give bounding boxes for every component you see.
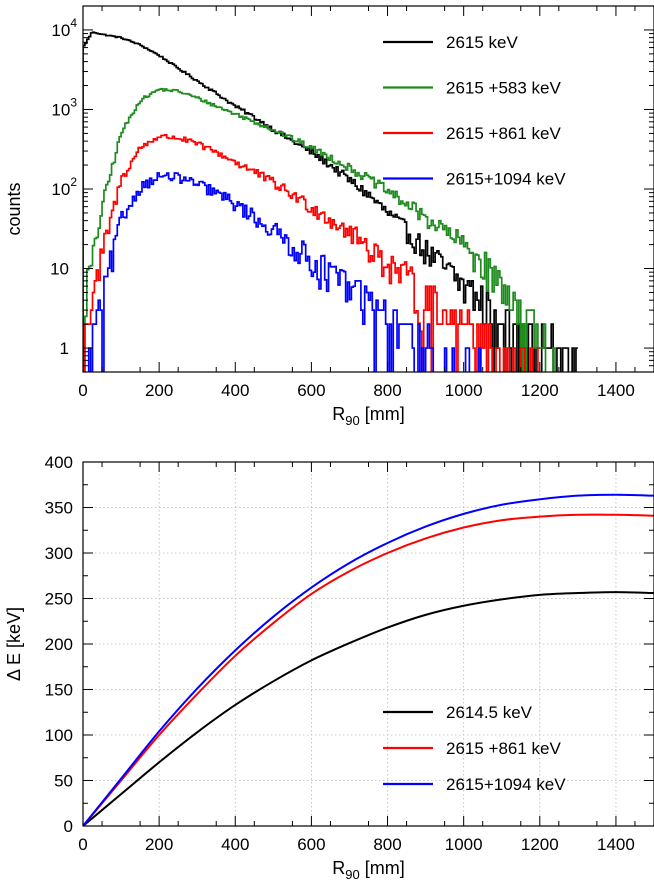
- x-tick-label: 400: [221, 835, 249, 854]
- series-line-3: [84, 134, 540, 372]
- x-tick-label: 200: [145, 381, 173, 400]
- legend: 2614.5 keV 2615 +861 keV 2615+1094 keV: [383, 703, 566, 794]
- y-tick-label: 400: [45, 453, 73, 472]
- x-axis: 0 200 400 600 800 1000 1200 1400: [78, 462, 636, 854]
- x-axis-title-unit: [mm]: [360, 858, 405, 878]
- legend-label-1: 2615 keV: [446, 33, 518, 52]
- y-tick-label: 250: [45, 590, 73, 609]
- x-axis-title: R90 [mm]: [332, 858, 404, 880]
- legend-label-1: 2614.5 keV: [446, 703, 533, 722]
- x-tick-label: 800: [373, 835, 401, 854]
- y-axis: 0 50 100 150 200 250 300 350 400: [45, 453, 654, 836]
- y-tick-label: 0: [64, 817, 73, 836]
- legend-label-3: 2615 +861 keV: [446, 124, 562, 143]
- y-tick-exponent: 2: [70, 175, 77, 189]
- y-tick-exponent: 4: [70, 16, 77, 30]
- y-axis-title: Δ E [keV]: [4, 607, 24, 681]
- series-line-1: [83, 591, 654, 826]
- x-axis-title-main: R: [332, 404, 345, 424]
- series-line-3: [83, 493, 654, 826]
- x-axis: 0 200 400 600 800 1000 1200 1400: [78, 6, 636, 400]
- x-tick-label: 400: [221, 381, 249, 400]
- x-tick-label: 1000: [445, 381, 483, 400]
- legend-label-3: 2615+1094 keV: [446, 775, 566, 794]
- y-tick-label: 103: [51, 95, 77, 119]
- y-tick-exponent: 3: [70, 95, 77, 109]
- grid: [83, 461, 654, 826]
- x-tick-label: 0: [78, 381, 87, 400]
- legend-label-4: 2615+1094 keV: [446, 170, 566, 189]
- x-tick-label: 1200: [521, 381, 559, 400]
- y-tick-label: 150: [45, 681, 73, 700]
- series-line-4: [87, 172, 482, 372]
- y-tick-label: 100: [45, 726, 73, 745]
- series-line-2: [84, 87, 556, 372]
- x-tick-label: 1400: [597, 835, 635, 854]
- y-tick-label: 200: [45, 635, 73, 654]
- x-axis-title-subscript: 90: [345, 413, 359, 428]
- energy-loss-chart: 0 200 400 600 800 1000 1200 1400 0 50 100 150 200 250…: [4, 453, 654, 882]
- x-axis-title-unit: [mm]: [360, 404, 405, 424]
- y-tick-label: 50: [54, 772, 73, 791]
- x-tick-label: 800: [373, 381, 401, 400]
- y-tick-label: 104: [51, 16, 77, 40]
- y-tick-base: 10: [51, 100, 70, 119]
- x-tick-label: 1400: [597, 381, 635, 400]
- y-axis-title: counts: [4, 182, 24, 235]
- y-tick-label: 300: [45, 544, 73, 563]
- x-tick-label: 1200: [521, 835, 559, 854]
- legend: 2615 keV 2615 +583 keV 2615 +861 keV 2615+1…: [383, 33, 566, 189]
- legend-label-2: 2615 +583 keV: [446, 79, 562, 98]
- x-tick-label: 600: [297, 835, 325, 854]
- y-tick-base: 10: [51, 180, 70, 199]
- x-tick-label: 1000: [445, 835, 483, 854]
- series-line-2: [83, 513, 654, 826]
- x-tick-label: 600: [297, 381, 325, 400]
- y-tick-label: 10: [50, 260, 69, 279]
- counts-histogram-chart: 0 200 400 600 800 1000 1200 1400110102103104R90…: [4, 5, 654, 428]
- x-tick-label: 200: [145, 835, 173, 854]
- x-axis-title: R90 [mm]: [332, 404, 404, 428]
- y-tick-base: 10: [51, 21, 70, 40]
- y-tick-label: 350: [45, 499, 73, 518]
- series-group: [83, 31, 578, 372]
- x-axis-title-main: R: [332, 858, 345, 878]
- series-group: [83, 493, 654, 826]
- legend-label-2: 2615 +861 keV: [446, 739, 562, 758]
- y-tick-label: 102: [51, 175, 77, 199]
- x-tick-label: 0: [78, 835, 87, 854]
- y-tick-label: 1: [60, 339, 69, 358]
- x-axis-title-subscript: 90: [345, 867, 359, 880]
